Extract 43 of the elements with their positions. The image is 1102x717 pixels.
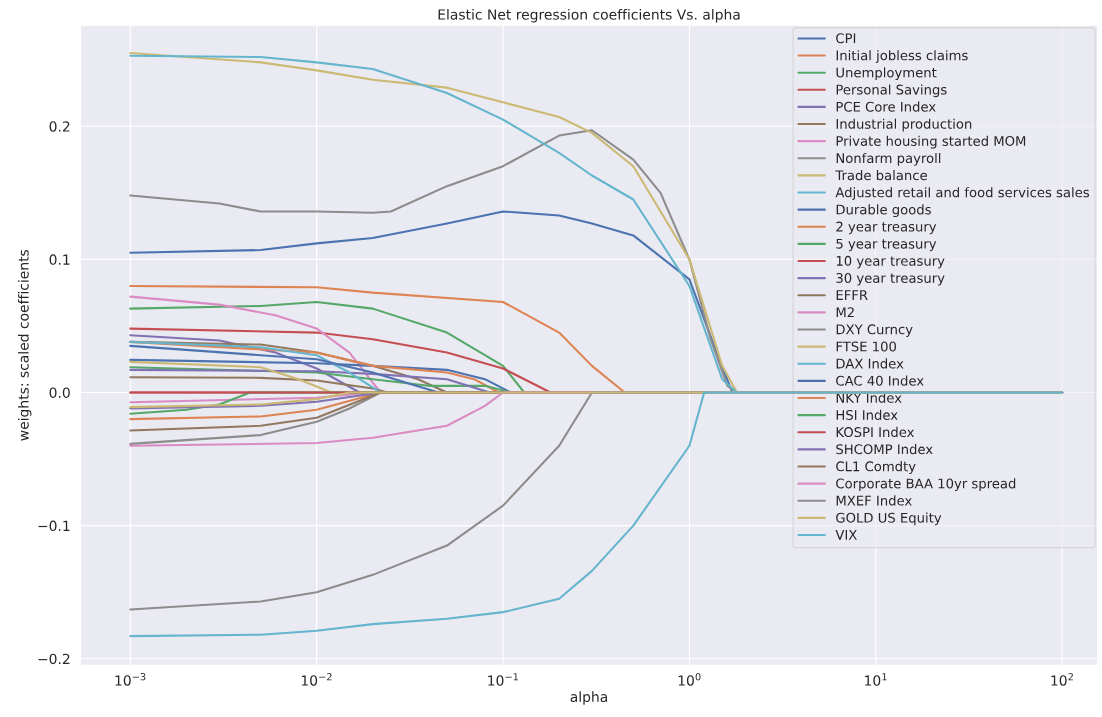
legend-label: CL1 Comdty (836, 461, 916, 474)
legend-label: Trade balance (835, 170, 927, 181)
legend-label: 2 year treasury (836, 221, 937, 235)
legend-label: FTSE 100 (836, 341, 897, 352)
legend-label: HSI Index (836, 409, 898, 420)
legend-label: Initial jobless claims (836, 50, 968, 63)
legend-label: Durable goods (836, 204, 931, 218)
legend-label: DAX Index (836, 358, 904, 369)
legend-label: SHCOMP Index (836, 443, 933, 455)
legend-label: GOLD US Equity (836, 512, 942, 526)
legend-label: Nonfarm payroll (836, 152, 941, 166)
y-tick-label: 0.2 (49, 121, 70, 132)
legend-label: Private housing started MOM (836, 135, 1026, 149)
legend-label: 10 year treasury (836, 255, 945, 269)
legend-label: VIX (835, 530, 857, 540)
x-tick-label: 10$^{0}$ (678, 673, 701, 686)
legend-label: CPI (836, 33, 856, 44)
legend-label: MXEF Index (836, 495, 912, 506)
legend-label: Corporate BAA 10yr spread (836, 478, 1016, 491)
legend-label: 30 year treasury (836, 272, 945, 286)
y-tick-label: 0.0 (49, 387, 70, 398)
y-axis-title: weights: scaled coefficients (18, 249, 32, 441)
x-axis-title: alpha (570, 691, 608, 705)
legend-label: KOSPI Index (836, 426, 915, 438)
legend-label: EFFR (836, 290, 868, 300)
x-tick-label: 10$^{−1}$ (488, 673, 518, 686)
x-tick-label: 10$^{−3}$ (115, 673, 146, 686)
x-tick-label: 10$^{2}$ (1051, 673, 1073, 686)
legend-label: Industrial production (836, 118, 972, 132)
legend-label: DXY Curncy (836, 324, 913, 337)
chart-title: Elastic Net regression coefficients Vs. alpha (438, 8, 740, 23)
legend-label: Adjusted retail and food services sales (835, 187, 1090, 200)
y-tick-label: 0.1 (49, 254, 70, 265)
x-tick-label: 10$^{1}$ (865, 673, 887, 686)
legend-label: Unemployment (836, 67, 937, 81)
y-tick-label: −0.1 (38, 520, 70, 532)
legend-label: PCE Core Index (836, 101, 936, 112)
y-tick-label: −0.2 (38, 653, 70, 665)
legend-label: 5 year treasury (836, 238, 937, 252)
legend-label: M2 (836, 307, 854, 318)
x-tick-label: 10$^{−2}$ (301, 673, 332, 686)
legend-label: CAC 40 Index (836, 375, 924, 386)
legend-label: Personal Savings (836, 84, 947, 98)
